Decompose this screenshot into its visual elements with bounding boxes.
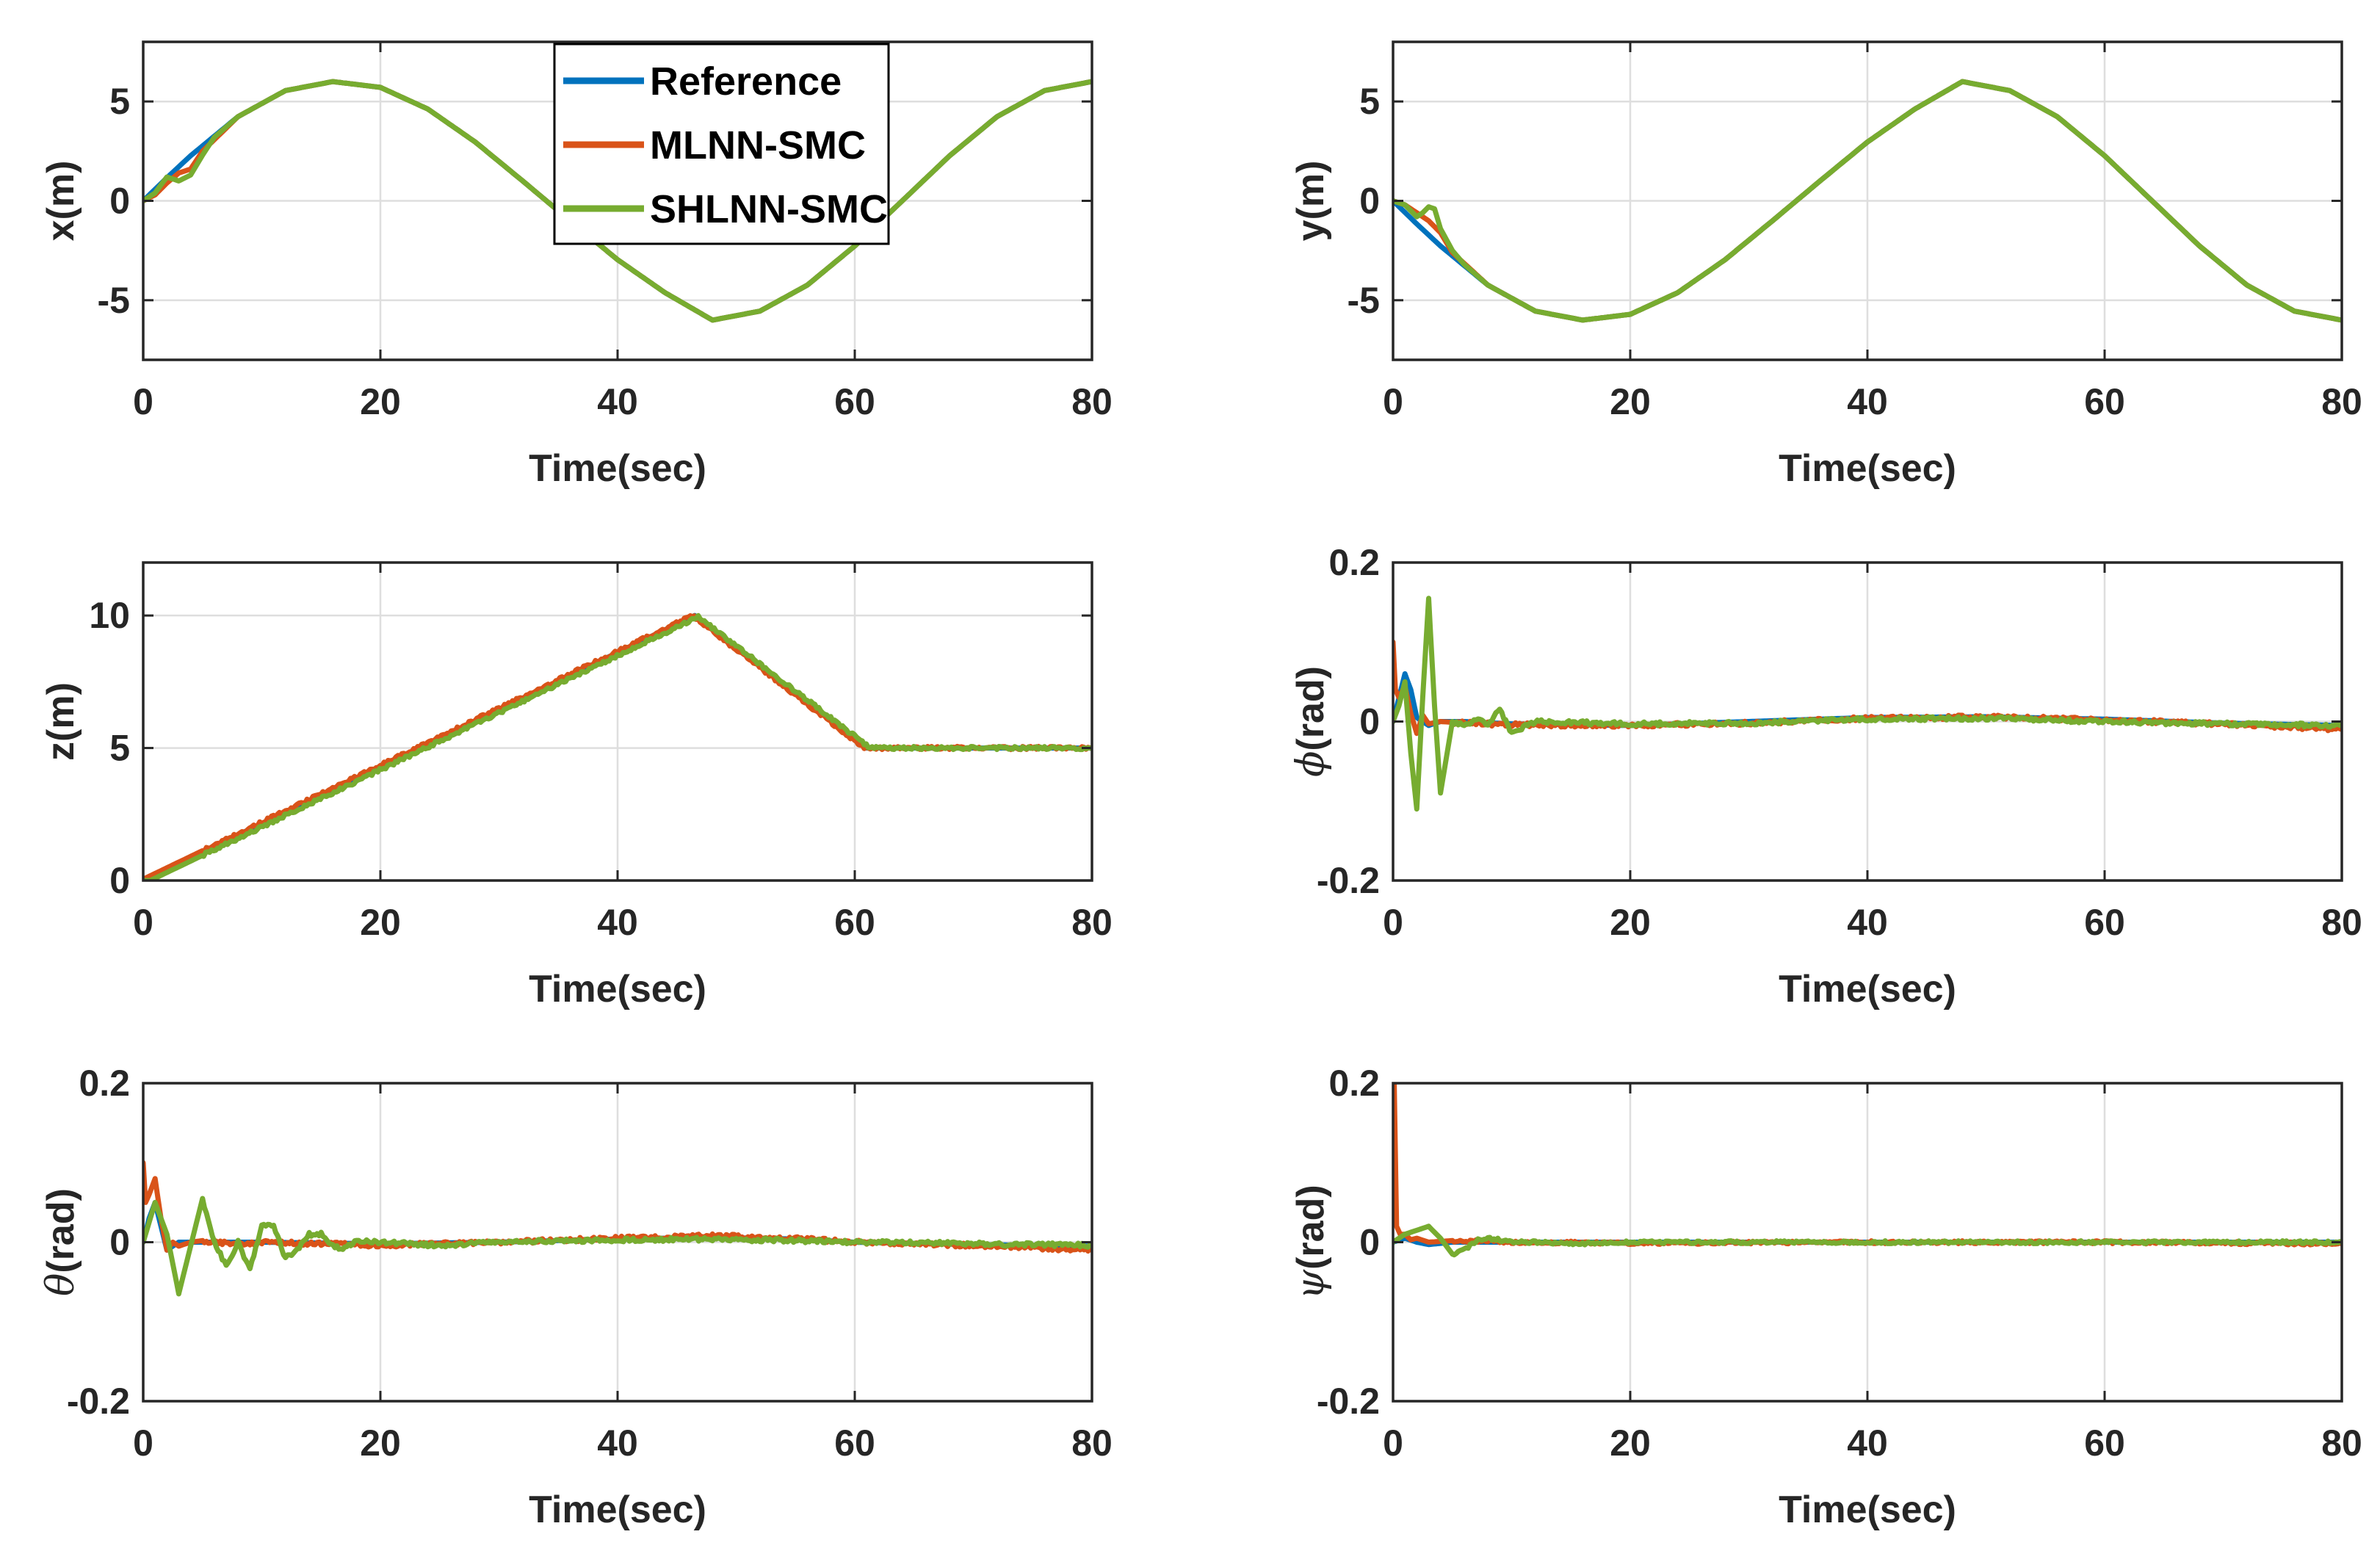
x-axis-label: Time(sec) <box>529 447 706 490</box>
y-tick-label: 0 <box>109 860 130 901</box>
y-tick-label: 0 <box>1359 701 1380 742</box>
x-axis-label: Time(sec) <box>529 1489 706 1531</box>
x-tick-label: 40 <box>1847 381 1888 422</box>
y-axis-label: x(m) <box>40 161 82 242</box>
x-axis-label: Time(sec) <box>1779 1489 1956 1531</box>
y-tick-label: 5 <box>109 81 130 122</box>
y-axis-symbol: ψ <box>1289 1269 1333 1300</box>
y-axis-label: ϕ(rad) <box>1289 666 1333 777</box>
x-tick-label: 20 <box>360 381 401 422</box>
x-tick-label: 80 <box>1071 902 1113 943</box>
x-tick-label: 20 <box>360 902 401 943</box>
legend-label: MLNN-SMC <box>650 123 866 167</box>
x-tick-label: 20 <box>1610 902 1651 943</box>
legend: Reference MLNN-SMC SHLNN-SMC <box>553 43 890 245</box>
y-axis-unit: (rad) <box>1290 1185 1332 1270</box>
x-tick-label: 0 <box>1383 902 1403 943</box>
x-tick-label: 40 <box>597 381 638 422</box>
x-tick-label: 0 <box>133 1422 153 1464</box>
y-axis-label: ψ(rad) <box>1289 1185 1333 1299</box>
x-tick-label: 80 <box>1071 1422 1113 1464</box>
series-line-shlnn-smc <box>143 1196 1092 1297</box>
series-line-shlnn-smc <box>143 79 1092 323</box>
x-tick-label: 40 <box>597 1422 638 1464</box>
x-tick-label: 60 <box>2084 381 2125 422</box>
series-line-shlnn-smc <box>1393 79 2342 323</box>
y-tick-label: -0.2 <box>1317 860 1380 901</box>
y-axis-label: θ(rad) <box>39 1188 83 1296</box>
y-tick-label: -5 <box>1348 280 1380 321</box>
x-tick-label: 40 <box>597 902 638 943</box>
panel-z: 0 20 40 60 80 0 5 10 Time(sec) z(m) <box>40 561 1113 1010</box>
x-tick-label: 60 <box>834 381 875 422</box>
y-tick-label: 0 <box>109 181 130 222</box>
series-line-shlnn-smc <box>1393 596 2342 812</box>
x-axis-label: Time(sec) <box>1779 968 1956 1010</box>
x-tick-label: 0 <box>1383 381 1403 422</box>
series-line-shlnn-smc <box>143 612 1092 881</box>
y-tick-label: -0.2 <box>1317 1381 1380 1422</box>
y-tick-label: 5 <box>109 728 130 769</box>
x-tick-label: 40 <box>1847 902 1888 943</box>
y-axis-symbol: ϕ <box>1289 751 1333 777</box>
y-axis-symbol: θ <box>39 1273 83 1296</box>
x-tick-label: 20 <box>360 1422 401 1464</box>
x-tick-label: 80 <box>2321 1422 2362 1464</box>
y-tick-label: 10 <box>89 595 130 636</box>
y-tick-label: 0 <box>1359 181 1380 222</box>
x-tick-label: 0 <box>133 381 153 422</box>
y-tick-label: 0.2 <box>1328 1063 1380 1104</box>
x-tick-label: 80 <box>2321 902 2362 943</box>
x-tick-label: 40 <box>1847 1422 1888 1464</box>
legend-label: SHLNN-SMC <box>650 187 888 231</box>
y-tick-label: 0 <box>1359 1222 1380 1263</box>
x-tick-label: 0 <box>133 902 153 943</box>
y-tick-label: 0 <box>109 1222 130 1263</box>
y-axis-unit: (rad) <box>1290 666 1332 751</box>
y-tick-label: -5 <box>98 280 130 321</box>
x-tick-label: 20 <box>1610 1422 1651 1464</box>
panel-y: 0 20 40 60 80 -5 0 5 Time(sec) y(m) <box>1290 40 2362 490</box>
x-tick-label: 60 <box>834 902 875 943</box>
x-tick-label: 80 <box>2321 381 2362 422</box>
x-tick-label: 80 <box>1071 381 1113 422</box>
x-axis-label: Time(sec) <box>529 968 706 1010</box>
y-tick-label: 0.2 <box>1328 542 1380 583</box>
x-tick-label: 60 <box>2084 1422 2125 1464</box>
x-tick-label: 20 <box>1610 381 1651 422</box>
x-tick-label: 60 <box>834 1422 875 1464</box>
y-axis-unit: (rad) <box>40 1188 82 1273</box>
y-tick-label: 0.2 <box>79 1063 130 1104</box>
y-tick-label: -0.2 <box>67 1381 130 1422</box>
y-tick-label: 5 <box>1359 81 1380 122</box>
x-tick-label: 60 <box>2084 902 2125 943</box>
y-axis-label: y(m) <box>1290 161 1332 242</box>
x-tick-label: 0 <box>1383 1422 1403 1464</box>
x-axis-label: Time(sec) <box>1779 447 1956 490</box>
series-line-shlnn-smc <box>1393 1223 2342 1258</box>
y-axis-label: z(m) <box>40 682 82 761</box>
legend-label: Reference <box>650 59 842 104</box>
